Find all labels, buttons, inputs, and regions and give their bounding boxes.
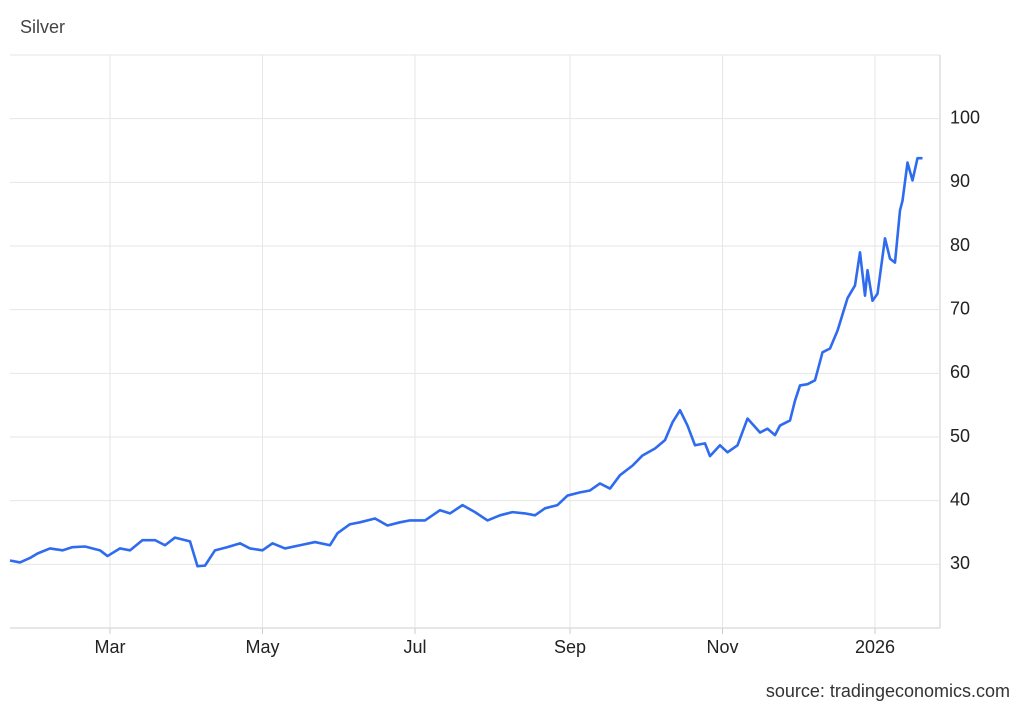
x-tick-label: Jul (403, 637, 426, 657)
x-tick-label: Mar (95, 637, 126, 657)
x-tick-label: Sep (554, 637, 586, 657)
x-tick-label: May (245, 637, 279, 657)
y-tick-label: 100 (950, 107, 980, 127)
y-tick-label: 70 (950, 298, 970, 318)
x-tick-label: 2026 (855, 637, 895, 657)
chart-title: Silver (20, 17, 65, 37)
x-tick-label: Nov (706, 637, 738, 657)
y-tick-label: 60 (950, 362, 970, 382)
y-tick-label: 40 (950, 489, 970, 509)
y-tick-label: 30 (950, 553, 970, 573)
y-tick-label: 50 (950, 426, 970, 446)
price-line (9, 156, 923, 568)
y-tick-label: 80 (950, 235, 970, 255)
source: source: tradingeconomics.com (766, 681, 1010, 701)
y-tick-label: 90 (950, 171, 970, 191)
